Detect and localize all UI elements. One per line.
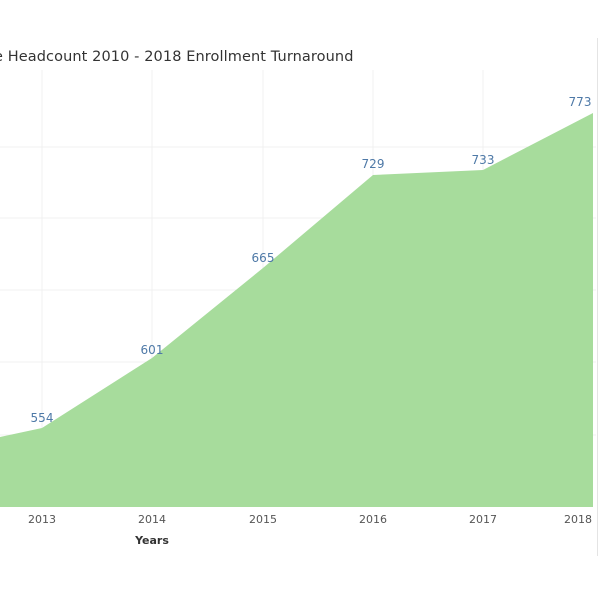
data-label-2014: 601 (140, 343, 164, 357)
x-tick-2016: 2016 (359, 513, 387, 526)
chart-title: e Headcount 2010 - 2018 Enrollment Turna… (0, 49, 354, 65)
x-tick-2018: 2018 (564, 513, 592, 526)
chart-border-right (597, 38, 598, 556)
data-label-2016: 729 (361, 157, 385, 171)
x-tick-2014: 2014 (138, 513, 166, 526)
x-tick-2017: 2017 (469, 513, 497, 526)
data-label-2015: 665 (251, 251, 275, 265)
headcount-area (0, 113, 593, 507)
data-label-2018: 773 (568, 95, 592, 109)
x-tick-2013: 2013 (28, 513, 56, 526)
x-axis-label: Years (135, 534, 169, 547)
data-label-2013: 554 (30, 411, 54, 425)
data-label-2017: 733 (471, 153, 495, 167)
x-tick-2015: 2015 (249, 513, 277, 526)
